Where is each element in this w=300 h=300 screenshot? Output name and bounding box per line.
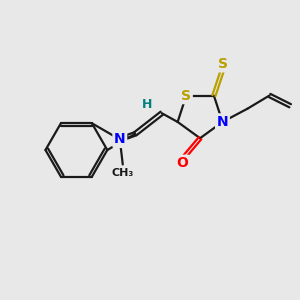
Text: O: O	[176, 156, 188, 170]
Text: S: S	[181, 88, 191, 103]
Text: H: H	[142, 98, 152, 111]
Text: S: S	[218, 57, 228, 71]
Text: CH₃: CH₃	[112, 168, 134, 178]
Text: N: N	[217, 115, 228, 129]
Text: N: N	[114, 132, 126, 146]
